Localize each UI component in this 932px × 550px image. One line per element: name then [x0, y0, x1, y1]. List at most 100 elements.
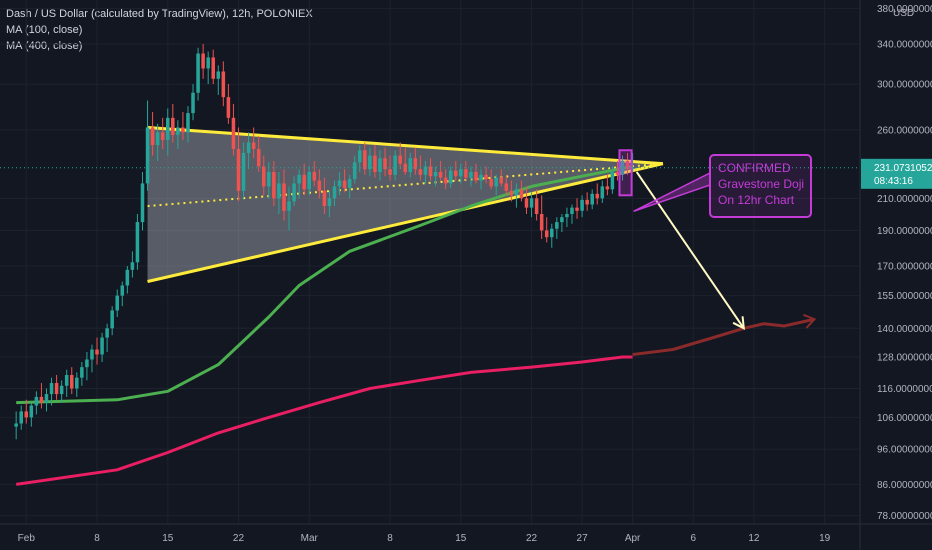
candle	[226, 84, 231, 124]
candle-body	[24, 411, 29, 418]
candle-body	[115, 295, 119, 311]
candle-body	[610, 171, 615, 190]
candle	[150, 111, 155, 156]
candle	[64, 369, 69, 397]
candle	[615, 160, 620, 181]
candle-body	[95, 349, 99, 355]
candle	[352, 155, 357, 184]
candle-body	[469, 171, 473, 178]
candle	[459, 163, 463, 184]
candle-body	[29, 405, 34, 418]
candle-body	[565, 213, 569, 218]
candle	[428, 158, 433, 181]
y-tick-label: 140.00000000	[877, 324, 932, 335]
candle	[201, 43, 205, 79]
candle	[469, 166, 473, 187]
candle	[196, 47, 200, 101]
candle-body	[494, 177, 498, 187]
candle-body	[509, 190, 514, 196]
candle	[287, 186, 291, 231]
y-tick-label: 155.00000000	[877, 291, 932, 302]
candle	[479, 169, 483, 190]
candle-body	[352, 162, 357, 180]
time-axis[interactable]: Feb 8 15 22 Mar 8 15 22 27 Apr 6 12 19	[18, 533, 831, 544]
candle	[504, 174, 509, 196]
candle	[524, 186, 529, 214]
candle-body	[408, 158, 413, 172]
forecast-path-arrow-head	[803, 313, 817, 329]
candle-body	[171, 117, 175, 135]
forecast-arrow-head	[732, 316, 745, 330]
annotation-text: Gravestone Doji	[718, 177, 804, 191]
candle	[368, 147, 372, 177]
candle-body	[357, 150, 362, 163]
candle-body	[368, 155, 372, 170]
y-unit-label: USD	[893, 8, 914, 19]
chart-legend: Dash / US Dollar (calculated by TradingV…	[6, 6, 313, 54]
candle	[19, 405, 23, 430]
candle-body	[100, 337, 104, 355]
ma100-label: MA (100, close)	[6, 24, 83, 36]
candle	[24, 399, 29, 424]
candle-body	[388, 169, 392, 175]
candle-body	[423, 166, 428, 175]
candle-body	[135, 222, 140, 263]
candle	[44, 388, 49, 412]
candle-body	[484, 174, 488, 180]
x-tick-label: Feb	[18, 533, 36, 544]
candle-body	[519, 189, 524, 199]
x-tick-label: 15	[162, 533, 174, 544]
candle-body	[130, 262, 135, 270]
candle	[317, 169, 322, 199]
candle	[181, 111, 185, 140]
candle-body	[216, 71, 221, 79]
candle-body	[246, 142, 251, 153]
candle-body	[443, 177, 448, 184]
candle-body	[297, 174, 301, 184]
candle	[54, 374, 59, 400]
candle	[388, 155, 392, 181]
candle-body	[39, 396, 44, 403]
candle	[570, 204, 574, 224]
y-tick-label: 86.00000000	[877, 480, 932, 491]
candle-body	[620, 160, 625, 175]
candle-body	[322, 190, 327, 207]
candle	[125, 266, 130, 294]
candle-body	[378, 158, 382, 172]
candle-body	[302, 174, 306, 190]
candle	[186, 106, 190, 143]
candle	[610, 166, 615, 194]
candle-body	[524, 198, 529, 208]
candle-body	[256, 148, 261, 167]
candle	[95, 337, 99, 365]
candle	[474, 163, 478, 184]
candle-body	[615, 171, 620, 175]
ma400-label: MA (400, close)	[6, 40, 83, 52]
candle-body	[292, 183, 296, 202]
candle-body	[231, 117, 236, 149]
candle	[605, 174, 610, 196]
annotation-pointer	[633, 171, 711, 213]
candle	[575, 198, 579, 219]
candle	[267, 162, 271, 199]
candle-body	[630, 167, 635, 170]
y-tick-label: 78.00000000	[877, 511, 932, 522]
candle	[34, 391, 39, 415]
candle	[256, 136, 261, 172]
candle	[590, 189, 594, 210]
candle	[585, 192, 589, 211]
candle	[105, 323, 109, 353]
candle-body	[499, 177, 504, 184]
triangle-midline	[147, 162, 664, 208]
candle-body	[34, 396, 39, 406]
price-axis[interactable]: 78.00000000 86.00000000 96.00000000 106.000…	[861, 4, 932, 522]
y-tick-label: 116.00000000	[877, 384, 932, 395]
candle	[261, 155, 266, 196]
candle-body	[438, 171, 443, 178]
candle	[165, 108, 170, 156]
candle-body	[560, 217, 564, 223]
candle-body	[272, 171, 276, 199]
candle-body	[105, 328, 109, 338]
